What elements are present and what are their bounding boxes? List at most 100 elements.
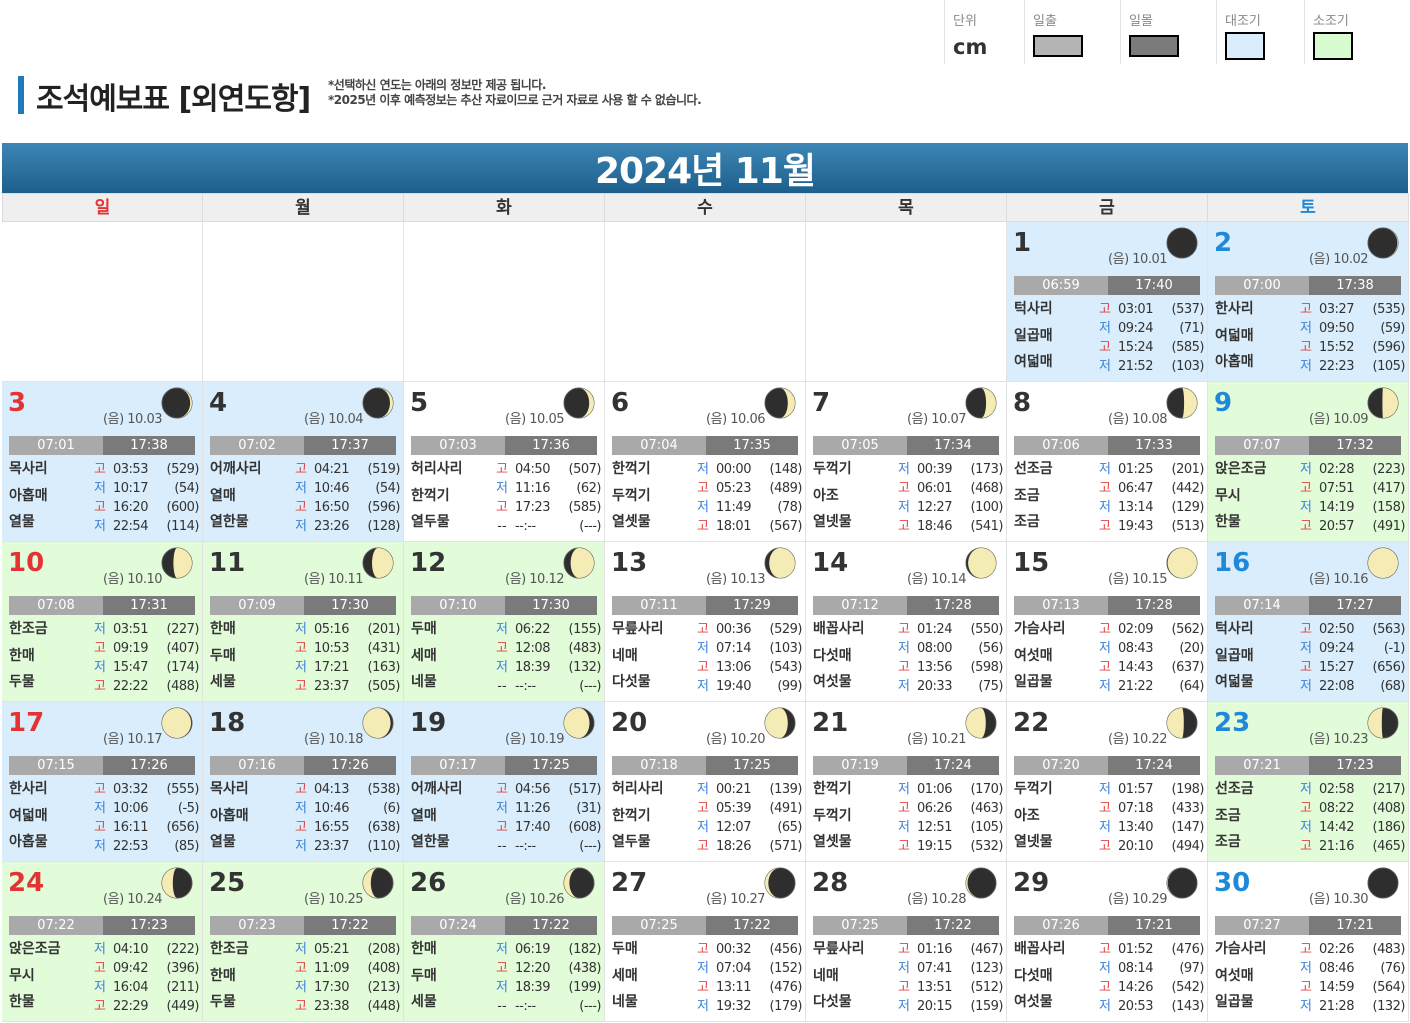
tide-row: 다섯물 고 13:06 (543)	[612, 658, 803, 690]
tide-height: (213)	[367, 980, 401, 995]
tide-height: (59)	[1380, 321, 1405, 336]
tide-row: 고 22:22 (488)	[9, 677, 199, 696]
sunset-time: 17:22	[505, 916, 597, 935]
sun-times-bar: 07:15 17:26	[9, 756, 195, 775]
tide-name: 열한물	[411, 834, 450, 850]
tide-row: 한꺽기 저 01:06 (170)	[813, 780, 1004, 799]
tide-name: 여덟매	[9, 808, 48, 824]
tide-height: (158)	[1372, 500, 1406, 515]
day-cell[interactable]: 20 (음) 10.20 07:18 17:25 허리사리 저 00:21 (139) 한꺽기 고…	[605, 702, 806, 862]
tide-row: 한사리 고 03:32 (555)	[9, 780, 200, 799]
day-cell[interactable]: 10 (음) 10.10 07:08 17:31 한조금 저 03:51 (227) 한매 고 09…	[2, 542, 203, 702]
day-cell[interactable]: 5 (음) 10.05 07:03 17:36 허리사리 고 04:50 (507) 한꺽기 저 1…	[404, 382, 605, 542]
day-cell[interactable]: 3 (음) 10.03 07:01 17:38 목사리 고 03:53 (529) 아홉매 저 10…	[2, 382, 203, 542]
legend: 단위 cm 일출 일몰 대조기 소조기	[944, 0, 1408, 64]
tide-height: (476)	[769, 980, 803, 995]
tide-name: 여섯매	[1215, 968, 1254, 984]
day-cell[interactable]: 14 (음) 10.14 07:12 17:28 배꼽사리 고 01:24 (550) 다섯매 저…	[806, 542, 1007, 702]
tide-time: 04:50	[515, 462, 550, 477]
day-cell[interactable]: 26 (음) 10.26 07:24 17:22 한매 저 06:19 (182) 두매 고 12:…	[404, 862, 605, 1022]
tide-row: 고 22:29 (449)	[9, 997, 199, 1016]
tide-time: 06:26	[917, 801, 952, 816]
tide-row: 고 18:46 (541)	[813, 517, 1003, 536]
tide-type: 저	[1300, 641, 1312, 656]
tide-time: 10:46	[314, 481, 349, 496]
tide-height: (465)	[1372, 839, 1406, 854]
sunrise-time: 07:16	[210, 756, 304, 775]
legend-ebb-swatch	[1225, 32, 1265, 60]
tide-row: 여섯매 저 08:46 (76)	[1215, 959, 1405, 984]
day-cell[interactable]: 23 (음) 10.23 07:21 17:23 선조금 저 02:58 (217) 조금 고 08…	[1208, 702, 1409, 862]
day-cell[interactable]: 12 (음) 10.12 07:10 17:30 두매 저 06:22 (155) 세매 고 12:…	[404, 542, 605, 702]
tide-height: (656)	[166, 820, 200, 835]
tide-height: (105)	[1372, 359, 1406, 374]
tide-name: 두꺽기	[612, 488, 651, 504]
day-cell[interactable]: 24 (음) 10.24 07:22 17:23 앉은조금 저 04:10 (222) 무시 고 0…	[2, 862, 203, 1022]
sunrise-time: 07:11	[612, 596, 706, 615]
day-cell[interactable]: 9 (음) 10.09 07:07 17:32 앉은조금 저 02:28 (223) 무시 고 07…	[1208, 382, 1409, 542]
day-cell[interactable]: 18 (음) 10.18 07:16 17:26 목사리 고 04:13 (538) 아홉매 저 1…	[203, 702, 404, 862]
tide-type: 고	[94, 961, 106, 976]
tide-height: (---)	[579, 519, 601, 534]
tide-height: (529)	[166, 462, 200, 477]
lunar-date: (음) 10.20	[706, 732, 765, 747]
tide-time: 22:54	[113, 519, 148, 534]
day-cell[interactable]: 15 (음) 10.15 07:13 17:28 가슴사리 고 02:09 (562) 여섯매 저…	[1007, 542, 1208, 702]
sunset-time: 17:29	[706, 596, 798, 615]
tide-time: 21:52	[1118, 359, 1153, 374]
tide-name: 한조금	[210, 941, 249, 957]
day-cell[interactable]: 2 (음) 10.02 07:00 17:38 한사리 고 03:27 (535) 여덟매 저 09…	[1208, 222, 1409, 382]
tide-name: 다섯매	[1014, 968, 1053, 984]
day-cell[interactable]: 29 (음) 10.29 07:26 17:21 배꼽사리 고 01:52 (476) 다섯매 저…	[1007, 862, 1208, 1022]
tide-row: 열넷물 저 12:27 (100)	[813, 498, 1004, 530]
tide-height: (143)	[1171, 999, 1205, 1014]
weekday-label: 화	[404, 193, 605, 222]
sunrise-time: 07:15	[9, 756, 103, 775]
tide-time: 18:39	[515, 980, 550, 995]
day-cell[interactable]: 11 (음) 10.11 07:09 17:30 한매 저 05:16 (201) 두매 고 10:…	[203, 542, 404, 702]
tide-row: 한꺽기 저 11:16 (62)	[411, 479, 601, 504]
tide-row: 무릎사리 고 00:36 (529)	[612, 620, 803, 639]
tide-height: (132)	[568, 660, 602, 675]
tide-height: (62)	[576, 481, 601, 496]
tide-name: 목사리	[210, 781, 249, 797]
day-cell[interactable]: 19 (음) 10.19 07:17 17:25 어깨사리 고 04:56 (517) 열매 저 1…	[404, 702, 605, 862]
day-cell[interactable]: 8 (음) 10.08 07:06 17:33 선조금 저 01:25 (201) 조금 고 06:…	[1007, 382, 1208, 542]
lunar-date: (음) 10.12	[505, 572, 564, 587]
tide-row: 네물 저 18:39 (132)	[411, 658, 602, 690]
day-cell[interactable]: 16 (음) 10.16 07:14 17:27 턱사리 고 02:50 (563) 일곱매 저 0…	[1208, 542, 1409, 702]
legend-flood: 소조기	[1304, 0, 1408, 64]
tide-name: 열셋물	[612, 514, 651, 530]
tide-type: 고	[1300, 801, 1312, 816]
day-cell[interactable]: 21 (음) 10.21 07:19 17:24 한꺽기 저 01:06 (170) 두꺽기 고 0…	[806, 702, 1007, 862]
day-cell[interactable]: 17 (음) 10.17 07:15 17:26 한사리 고 03:32 (555) 여덟매 저 1…	[2, 702, 203, 862]
day-cell[interactable]: 27 (음) 10.27 07:25 17:22 두매 고 00:32 (456) 세매 저 07:…	[605, 862, 806, 1022]
day-cell[interactable]: 28 (음) 10.28 07:25 17:22 무릎사리 고 01:16 (467) 네매 저 0…	[806, 862, 1007, 1022]
day-cell[interactable]: 30 (음) 10.30 07:27 17:21 가슴사리 고 02:26 (483) 여섯매 저…	[1208, 862, 1409, 1022]
tide-row: 허리사리 고 04:50 (507)	[411, 460, 602, 479]
day-cell[interactable]: 7 (음) 10.07 07:05 17:34 두꺽기 저 00:39 (173) 아조 고 06:…	[806, 382, 1007, 542]
tide-name: 아홉물	[9, 834, 48, 850]
sunset-time: 17:38	[1309, 276, 1401, 295]
day-cell[interactable]: 22 (음) 10.22 07:20 17:24 두꺽기 저 01:57 (198) 아조 고 07…	[1007, 702, 1208, 862]
tide-type: 고	[1099, 340, 1111, 355]
moon-phase-icon	[161, 547, 193, 579]
tide-time: 14:26	[1118, 980, 1153, 995]
tide-table: 어깨사리 고 04:56 (517) 열매 저 11:26 (31) 열한물 고 17:40 (608…	[411, 780, 602, 856]
day-cell[interactable]: 4 (음) 10.04 07:02 17:37 어깨사리 고 04:21 (519) 열매 저 10…	[203, 382, 404, 542]
day-cell[interactable]: 25 (음) 10.25 07:23 17:22 한조금 저 05:21 (208) 한매 고 11…	[203, 862, 404, 1022]
tide-type: 고	[1099, 660, 1111, 675]
day-cell[interactable]: 13 (음) 10.13 07:11 17:29 무릎사리 고 00:36 (529) 네매 저 0…	[605, 542, 806, 702]
tide-time: 20:10	[1118, 839, 1153, 854]
tide-type: 고	[1300, 519, 1312, 534]
tide-type: 고	[1300, 302, 1312, 317]
day-number: 26	[410, 868, 447, 898]
day-cell[interactable]: 1 (음) 10.01 06:59 17:40 턱사리 고 03:01 (537) 일곱매 저 09…	[1007, 222, 1208, 382]
tide-type: 고	[94, 462, 106, 477]
tide-height: (110)	[367, 839, 401, 854]
sunrise-time: 07:20	[1014, 756, 1108, 775]
day-cell[interactable]: 6 (음) 10.06 07:04 17:35 한꺽기 저 00:00 (148) 두꺽기 고 05…	[605, 382, 806, 542]
lunar-date: (음) 10.30	[1309, 892, 1368, 907]
tide-height: (396)	[166, 961, 200, 976]
day-number: 20	[611, 708, 648, 738]
